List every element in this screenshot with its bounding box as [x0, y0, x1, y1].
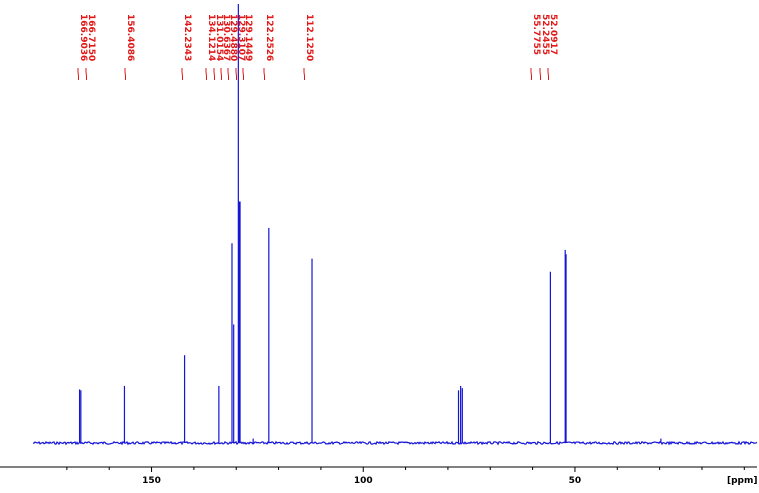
peak-label: 52.2455	[540, 14, 550, 55]
peak-label-connector	[181, 68, 183, 80]
x-axis-tick-label: 150	[142, 476, 161, 486]
peak-label: 134.1214	[206, 14, 216, 61]
peak-label-connector	[263, 68, 265, 80]
peak-label-connector	[530, 68, 532, 80]
peak-label: 112.1250	[304, 14, 314, 61]
spectrum-trace-group	[32, 4, 758, 446]
peak-label: 166.9036	[78, 14, 88, 61]
peak-label: 129.4880	[228, 14, 238, 61]
peak-label-connector	[124, 68, 126, 80]
peak-label-connector	[205, 68, 207, 80]
peak-label: 131.0154	[214, 14, 224, 61]
peak-label: 142.2343	[182, 14, 192, 61]
peak-label-connector	[539, 68, 541, 80]
peak-label: 55.7755	[531, 14, 541, 55]
peak-label: 129.1449	[243, 14, 253, 61]
peak-label: 52.0917	[548, 14, 558, 55]
peak-label-connector	[303, 68, 305, 80]
peak-label-connector	[227, 68, 229, 80]
peak-label-connector	[235, 68, 237, 80]
peak-label-connector	[85, 68, 87, 80]
peak-label-connector	[220, 68, 222, 80]
peak-label: 130.6367	[221, 14, 231, 61]
x-axis-tick-label: 100	[354, 476, 373, 486]
x-axis-unit-label: [ppm]	[727, 476, 758, 486]
spectrum-baseline	[32, 440, 758, 446]
x-axis: [ppm] 150 100 50	[0, 466, 758, 486]
peak-label: 129.3107	[236, 14, 246, 61]
peak-label-connector	[547, 68, 549, 80]
peak-label-connector	[77, 68, 79, 80]
peak-label: 156.4086	[125, 14, 135, 61]
peak-label: 122.2526	[264, 14, 274, 61]
peak-label: 166.7150	[86, 14, 96, 61]
peak-label-connector	[242, 68, 244, 80]
peak-label-connector	[213, 68, 215, 80]
x-axis-tick-label: 50	[569, 476, 582, 486]
